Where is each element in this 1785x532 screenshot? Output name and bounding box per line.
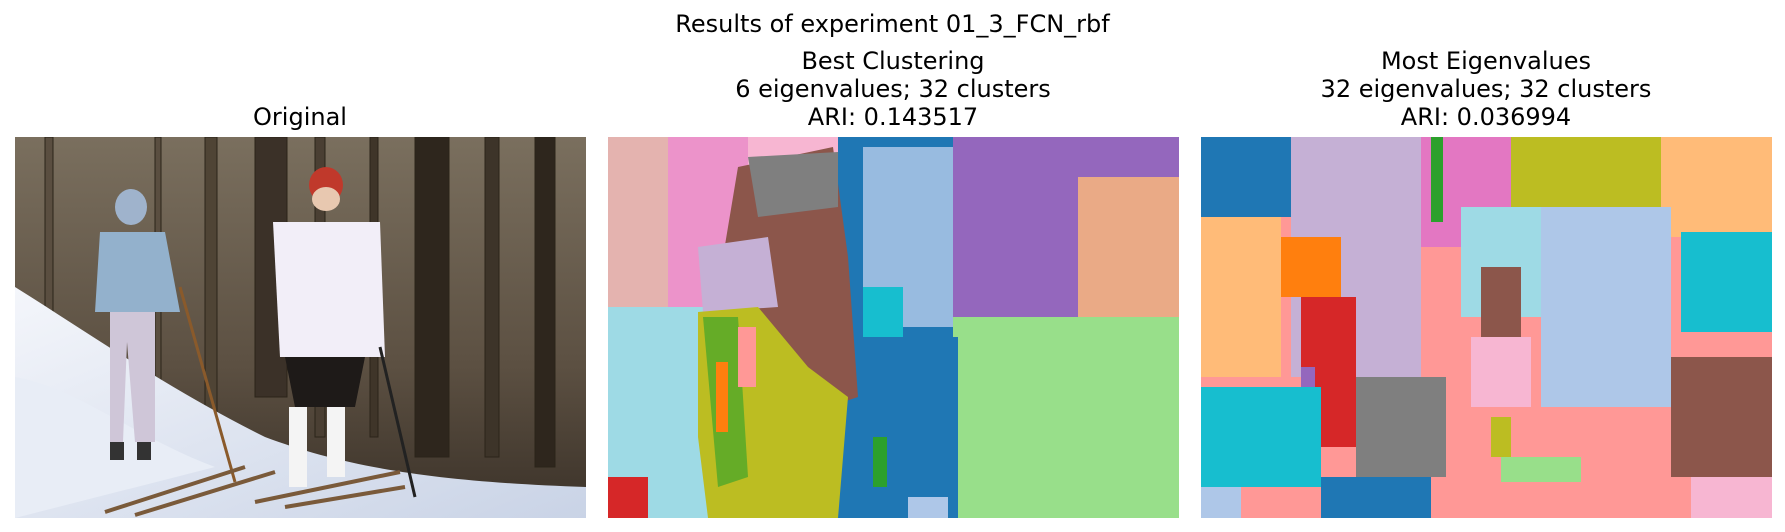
panel-title-line: Best Clustering xyxy=(801,47,985,75)
segment-region xyxy=(1511,137,1661,207)
segment-region xyxy=(718,147,858,407)
segment-region xyxy=(863,287,903,337)
segment-region xyxy=(1356,377,1446,477)
segment-region xyxy=(1481,267,1521,347)
original-photo-svg xyxy=(15,137,586,518)
segment-region xyxy=(1471,337,1531,407)
segment-region xyxy=(1491,417,1511,457)
best-clustering-svg xyxy=(608,137,1179,518)
segment-region xyxy=(1201,387,1321,487)
segment-region xyxy=(608,477,648,518)
segment-region xyxy=(748,152,838,217)
best-clustering-image xyxy=(608,137,1179,518)
segment-region xyxy=(716,362,728,432)
segment-region xyxy=(1671,357,1772,477)
segment-region xyxy=(1431,137,1443,222)
segment-region xyxy=(1321,477,1431,518)
figure-suptitle: Results of experiment 01_3_FCN_rbf xyxy=(675,10,1110,38)
segment-region xyxy=(1501,457,1581,482)
most-eigenvalues-svg xyxy=(1201,137,1772,518)
skis xyxy=(104,465,406,517)
panel-title-line: 6 eigenvalues; 32 clusters xyxy=(735,75,1051,103)
segment-region xyxy=(1201,137,1291,217)
segment-region xyxy=(738,327,756,387)
segment-region xyxy=(1541,207,1671,407)
skier-right xyxy=(273,167,417,498)
panel-title-best-clustering: Best Clustering 6 eigenvalues; 32 cluste… xyxy=(593,47,1193,131)
segment-region xyxy=(1201,217,1281,377)
segment-region xyxy=(1681,232,1772,332)
segment-region xyxy=(838,337,958,518)
segment-region xyxy=(1691,477,1772,518)
panel-title-line: ARI: 0.036994 xyxy=(1400,103,1572,131)
segment-region xyxy=(1661,137,1772,237)
segment-region xyxy=(908,497,948,518)
segment-region xyxy=(698,237,778,312)
most-eigenvalues-image xyxy=(1201,137,1772,518)
panel-title-line: 32 eigenvalues; 32 clusters xyxy=(1320,75,1652,103)
panel-title-line: ARI: 0.143517 xyxy=(807,103,979,131)
panel-title-most-eigenvalues: Most Eigenvalues 32 eigenvalues; 32 clus… xyxy=(1186,47,1785,131)
segment-region xyxy=(1281,237,1341,297)
segment-region xyxy=(1201,487,1241,518)
panel-title-line: Original xyxy=(253,103,347,131)
segment-region xyxy=(953,317,1179,518)
segment-region xyxy=(873,437,887,487)
skier-left xyxy=(95,189,237,483)
original-photo xyxy=(15,137,586,518)
segment-region xyxy=(1078,177,1179,317)
panel-title-line: Most Eigenvalues xyxy=(1380,47,1592,75)
panel-title-original: Original xyxy=(0,103,600,131)
